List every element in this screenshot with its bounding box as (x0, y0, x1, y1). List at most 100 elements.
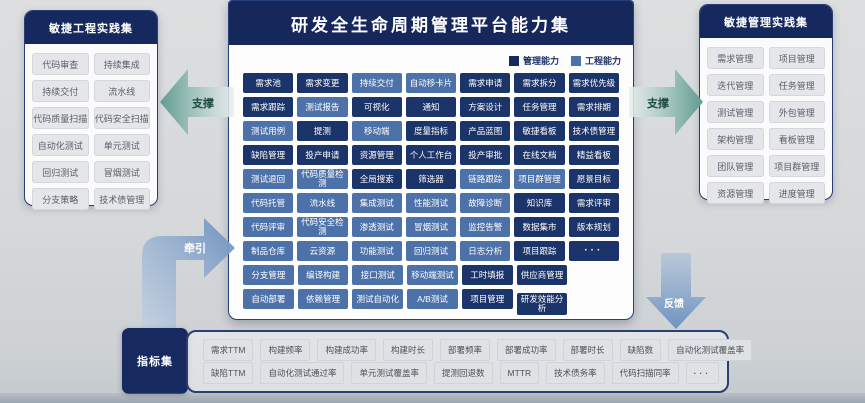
metric-chip: 构建频率 (260, 339, 311, 361)
practice-chip: 自动化测试 (32, 134, 89, 156)
metric-chip: 代码扫描同率 (611, 362, 679, 384)
capability-cell: 代码安全检测 (297, 217, 348, 237)
practice-chip: 资源管理 (707, 182, 764, 204)
practice-chip: 项目管理 (768, 47, 825, 69)
capability-cell: 需求池 (243, 73, 294, 93)
capability-cell: 代码质量检测 (297, 169, 348, 189)
panel-title: 研发全生命周期管理平台能力集 (291, 15, 571, 35)
capability-cell: 移动端 (351, 121, 402, 141)
legend-management-label: 管理能力 (522, 56, 559, 66)
capability-cell: 回归测试 (405, 241, 457, 261)
capability-cell: 测试自动化 (352, 289, 404, 309)
capability-cell: 需求排期 (568, 97, 619, 117)
metric-chip: 缺陷TTM (203, 362, 254, 384)
practice-chip: 分支策略 (32, 188, 89, 210)
capability-cell: 制品仓库 (243, 241, 294, 261)
practice-chip: 单元测试 (93, 134, 150, 156)
capability-grid: 需求池 需求变更 持续交付 自动移卡片 需求申请 需求拆分 需求优先级 需求跟踪 测试报告 可视… (243, 73, 619, 315)
practice-chip: 流水线 (93, 80, 150, 102)
capability-cell: A/B测试 (407, 289, 458, 309)
legend-engineering: 工程能力 (570, 54, 621, 67)
metric-chip: 单元测试覆盖率 (351, 362, 427, 384)
practice-chip: 测试管理 (707, 101, 764, 123)
practice-chip: 任务管理 (768, 74, 825, 96)
capability-cell: 度量指标 (405, 121, 457, 141)
metric-chip: 缺陷数 (619, 339, 662, 361)
grid-row: 需求跟踪 测试报告 可视化 通知 方案设计 任务管理 需求排期 (243, 97, 619, 117)
capability-cell: 产品蓝图 (460, 121, 511, 141)
capability-cell: 项目群管理 (514, 169, 565, 189)
capability-cell: 测试报告 (297, 97, 348, 117)
capability-cell: 精益看板 (568, 145, 619, 165)
feedback-arrow-label: 反馈 (664, 299, 684, 310)
capability-cell: 编译构建 (297, 265, 349, 285)
metric-chip: 部署时长 (562, 339, 613, 361)
engineering-practices-list: 代码审查 持续集成 持续交付 流水线 代码质量扫描 代码安全扫描 自动化测试 单元测试 回归测试… (25, 44, 157, 219)
metrics-bar: 需求TTM 构建频率 构建成功率 构建时长 部署频率 部署成功率 部署时长 缺陷数 自动化测试覆… (186, 330, 753, 393)
grid-row: 代码托管 流水线 集成测试 性能测试 故障诊断 知识库 需求评审 (243, 193, 619, 213)
metric-chip: MTTR (499, 362, 540, 384)
grid-row: 制品仓库 云资源 功能测试 回归测试 日志分析 项目跟踪 ··· (243, 241, 619, 261)
legend-management: 管理能力 (508, 54, 559, 67)
practice-chip: 项目群管理 (768, 155, 825, 177)
capability-cell: 集成测试 (351, 193, 402, 213)
support-arrow-left-icon: 支撑 (158, 64, 234, 140)
capability-cell: 项目跟踪 (514, 241, 565, 261)
capability-cell: 投产审批 (460, 145, 511, 165)
metric-chip: 构建成功率 (317, 339, 376, 361)
capability-cell: 持续交付 (351, 73, 402, 93)
capability-cell: 项目管理 (461, 289, 513, 309)
metric-chip: 需求TTM (203, 339, 254, 361)
capability-cell: 依赖管理 (297, 289, 349, 309)
legend: 管理能力 工程能力 (508, 54, 621, 67)
practice-chip: 回归测试 (32, 161, 89, 183)
metric-chip: 自动化测试通过率 (260, 362, 345, 384)
capability-cell: 需求拆分 (514, 73, 565, 93)
metric-chip: 提测回退数 (434, 362, 493, 384)
platform-capability-panel: 研发全生命周期管理平台能力集 管理能力 工程能力 需求池 需求变更 持续交付 自动移卡… (228, 0, 634, 320)
practice-chip: 持续集成 (93, 53, 150, 75)
capability-cell: 性能测试 (405, 193, 457, 213)
capability-cell: 任务管理 (514, 97, 565, 117)
capability-cell: 监控告警 (460, 217, 511, 237)
practice-chip: 技术债管理 (93, 188, 150, 210)
metrics-set-label: 指标集 (122, 328, 188, 394)
capability-cell: 冒烟测试 (405, 217, 457, 237)
capability-cell: 需求变更 (297, 73, 348, 93)
capability-cell: 敏捷看板 (514, 121, 565, 141)
capability-cell: 愿景目标 (568, 169, 619, 189)
practice-chip: 看板管理 (768, 128, 825, 150)
capability-cell: 功能测试 (351, 241, 402, 261)
practice-chip: 架构管理 (707, 128, 764, 150)
practice-chip: 迭代管理 (707, 74, 764, 96)
floor-shadow (0, 393, 865, 403)
capability-cell: 需求评审 (568, 193, 619, 213)
metric-chip: 自动化测试覆盖率 (668, 339, 753, 361)
management-swatch-icon (508, 55, 519, 66)
practice-chip: 代码审查 (32, 53, 89, 75)
panel-title-bar: 研发全生命周期管理平台能力集 (229, 1, 633, 45)
capability-cell: 筛选器 (405, 169, 457, 189)
practice-chip: 外包管理 (768, 101, 825, 123)
capability-cell: 资源管理 (351, 145, 402, 165)
capability-cell: 投产申请 (297, 145, 348, 165)
capability-cell: 测试退回 (243, 169, 294, 189)
pull-arrow-label: 牵引 (184, 243, 206, 255)
practice-chip: 进度管理 (768, 182, 825, 204)
capability-cell: 故障诊断 (460, 193, 511, 213)
management-practices-panel: 敏捷管理实践集 需求管理 项目管理 迭代管理 任务管理 测试管理 外包管理 架构管理 看板管理… (699, 4, 833, 204)
capability-cell: 需求跟踪 (243, 97, 294, 117)
capability-cell: 知识库 (514, 193, 565, 213)
capability-cell: 移动端测试 (407, 265, 458, 285)
engineering-swatch-icon (570, 55, 581, 66)
feedback-arrow-icon: 反馈 (644, 253, 708, 330)
capability-cell: 渗透测试 (351, 217, 402, 237)
practice-chip: 代码安全扫描 (93, 107, 150, 129)
metric-chip: 部署成功率 (497, 339, 556, 361)
grid-row: 需求池 需求变更 持续交付 自动移卡片 需求申请 需求拆分 需求优先级 (243, 73, 619, 93)
capability-cell: 提测 (297, 121, 348, 141)
legend-engineering-label: 工程能力 (584, 56, 621, 66)
metric-chip: 构建时长 (383, 339, 434, 361)
metric-chip: 部署频率 (440, 339, 491, 361)
support-right-label: 支撑 (647, 98, 669, 110)
